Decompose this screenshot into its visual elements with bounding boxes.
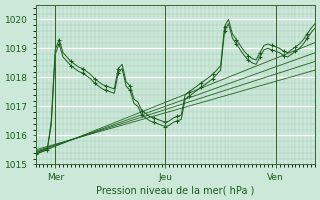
X-axis label: Pression niveau de la mer( hPa ): Pression niveau de la mer( hPa ): [96, 185, 254, 195]
